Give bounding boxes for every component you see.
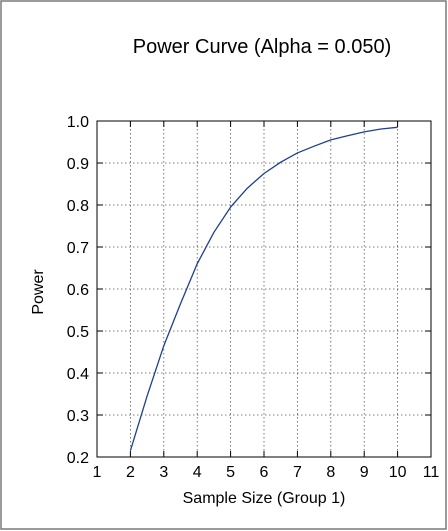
x-tick-label: 3 [159, 464, 168, 481]
plot-area: 1 2 3 4 5 6 7 8 9 10 11 0.2 0.3 0.4 0.5 0.6 0.7 0.8 0.9 1.… [67, 114, 440, 481]
y-tick-labels: 0.2 0.3 0.4 0.5 0.6 0.7 0.8 0.9 1.0 [67, 114, 89, 467]
x-tick-label: 10 [389, 464, 407, 481]
y-tick-label: 0.4 [67, 366, 89, 383]
y-tick-label: 1.0 [67, 114, 89, 131]
x-tick-label: 4 [193, 464, 202, 481]
x-tick-labels: 1 2 3 4 5 6 7 8 9 10 11 [93, 464, 440, 481]
x-tick-label: 2 [126, 464, 135, 481]
y-tick-label: 0.9 [67, 156, 89, 173]
chart-title: Power Curve (Alpha = 0.050) [133, 36, 391, 58]
power-curve-line [129, 126, 398, 451]
x-tick-label: 6 [260, 464, 269, 481]
y-tick-label: 0.5 [67, 324, 89, 341]
x-tick-label: 1 [93, 464, 102, 481]
x-tick-label: 11 [423, 464, 440, 481]
y-tick-label: 0.8 [67, 198, 89, 215]
y-axis-label: Power [30, 269, 47, 315]
y-tick-label: 0.2 [67, 450, 89, 467]
series-layer [129, 126, 398, 451]
x-tick-label: 8 [326, 464, 335, 481]
grid-layer [97, 121, 431, 457]
x-tick-label: 7 [293, 464, 302, 481]
x-axis-label: Sample Size (Group 1) [183, 490, 346, 507]
y-tick-label: 0.6 [67, 282, 89, 299]
x-tick-label: 5 [226, 464, 235, 481]
y-tick-label: 0.3 [67, 408, 89, 425]
y-tick-label: 0.7 [67, 240, 89, 257]
x-tick-label: 9 [360, 464, 369, 481]
tick-layer [96, 120, 432, 458]
